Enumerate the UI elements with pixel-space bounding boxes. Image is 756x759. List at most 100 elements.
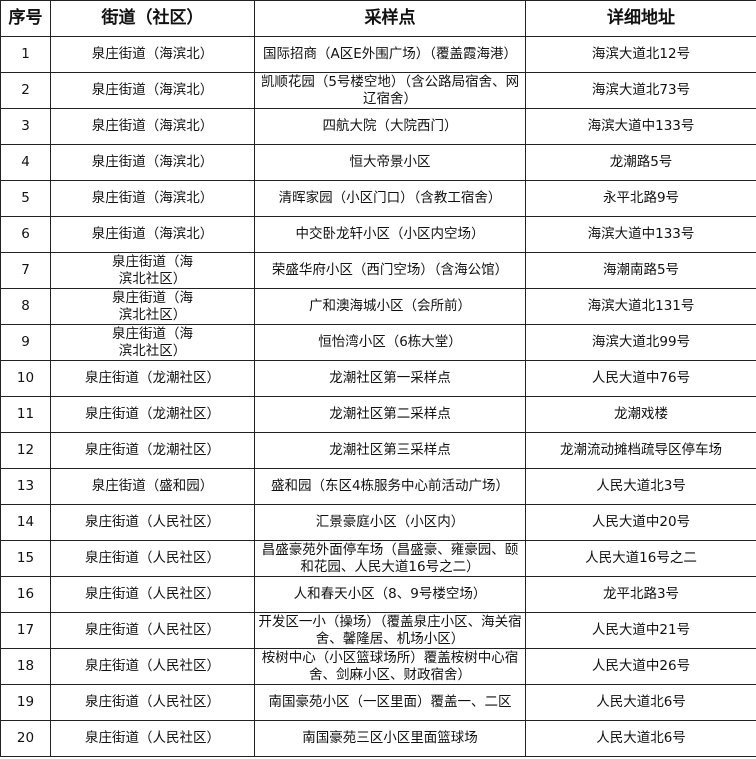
table-row: 9 泉庄街道（海滨北社区） 恒怡湾小区（6栋大堂） 海滨大道北99号 — [0, 324, 756, 361]
cell-index: 2 — [0, 72, 51, 109]
table-row: 3 泉庄街道（海滨北） 四航大院（大院西门） 海滨大道中133号 — [0, 108, 756, 145]
cell-address: 人民大道中76号 — [525, 360, 756, 397]
cell-street: 泉庄街道（海滨北） — [50, 216, 255, 253]
table-row: 17 泉庄街道（人民社区） 开发区一小（操场）（覆盖泉庄小区、海关宿舍、馨隆居、机场… — [0, 612, 756, 649]
cell-index: 6 — [0, 216, 51, 253]
header-sampling-point: 采样点 — [254, 0, 526, 37]
cell-index: 8 — [0, 288, 51, 325]
header-address: 详细地址 — [525, 0, 756, 37]
cell-street: 泉庄街道（龙潮社区） — [50, 396, 255, 433]
cell-index: 11 — [0, 396, 51, 433]
table-row: 7 泉庄街道（海滨北社区） 荣盛华府小区（西门空场）（含海公馆） 海潮南路5号 — [0, 252, 756, 289]
table-row: 2 泉庄街道（海滨北） 凯顺花园（5号楼空地）（含公路局宿舍、网辽宿舍） 海滨大道北7… — [0, 72, 756, 109]
table-row: 19 泉庄街道（人民社区） 南国豪苑小区（一区里面）覆盖一、二区 人民大道北6号 — [0, 684, 756, 721]
cell-address: 海滨大道北12号 — [525, 36, 756, 73]
cell-address: 海滨大道中133号 — [525, 108, 756, 145]
cell-index: 3 — [0, 108, 51, 145]
cell-street: 泉庄街道（人民社区） — [50, 648, 255, 685]
cell-index: 9 — [0, 324, 51, 361]
cell-street: 泉庄街道（人民社区） — [50, 540, 255, 577]
table-row: 4 泉庄街道（海滨北） 恒大帝景小区 龙潮路5号 — [0, 144, 756, 181]
cell-sampling-point: 人和春天小区（8、9号楼空场） — [254, 576, 526, 613]
cell-sampling-point: 清晖家园（小区门口）（含教工宿舍） — [254, 180, 526, 217]
table-row: 10 泉庄街道（龙潮社区） 龙潮社区第一采样点 人民大道中76号 — [0, 360, 756, 397]
table-row: 16 泉庄街道（人民社区） 人和春天小区（8、9号楼空场） 龙平北路3号 — [0, 576, 756, 613]
cell-index: 16 — [0, 576, 51, 613]
cell-index: 5 — [0, 180, 51, 217]
cell-index: 14 — [0, 504, 51, 541]
cell-sampling-point: 龙潮社区第二采样点 — [254, 396, 526, 433]
cell-address: 人民大道中21号 — [525, 612, 756, 649]
cell-sampling-point: 国际招商（A区E外围广场）（覆盖霞海港） — [254, 36, 526, 73]
table-row: 20 泉庄街道（人民社区） 南国豪苑三区小区里面篮球场 人民大道北6号 — [0, 720, 756, 757]
cell-address: 龙潮路5号 — [525, 144, 756, 181]
cell-street: 泉庄街道（海滨北） — [50, 108, 255, 145]
cell-street: 泉庄街道（龙潮社区） — [50, 360, 255, 397]
cell-index: 18 — [0, 648, 51, 685]
cell-sampling-point: 恒怡湾小区（6栋大堂） — [254, 324, 526, 361]
cell-address: 龙潮戏楼 — [525, 396, 756, 433]
cell-index: 15 — [0, 540, 51, 577]
cell-sampling-point: 桉树中心（小区篮球场所）覆盖桉树中心宿舍、剑麻小区、财政宿舍） — [254, 648, 526, 685]
cell-address: 人民大道中26号 — [525, 648, 756, 685]
cell-index: 17 — [0, 612, 51, 649]
header-row: 序号 街道（社区） 采样点 详细地址 — [0, 0, 756, 37]
cell-sampling-point: 中交卧龙轩小区（小区内空场） — [254, 216, 526, 253]
cell-index: 1 — [0, 36, 51, 73]
cell-sampling-point: 四航大院（大院西门） — [254, 108, 526, 145]
table-row: 15 泉庄街道（人民社区） 昌盛豪苑外面停车场（昌盛豪、雍豪园、颐和花园、人民大道1… — [0, 540, 756, 577]
cell-sampling-point: 汇景豪庭小区（小区内） — [254, 504, 526, 541]
header-street: 街道（社区） — [50, 0, 255, 37]
cell-street: 泉庄街道（人民社区） — [50, 684, 255, 721]
cell-sampling-point: 昌盛豪苑外面停车场（昌盛豪、雍豪园、颐和花园、人民大道16号之二） — [254, 540, 526, 577]
header-index: 序号 — [0, 0, 51, 37]
cell-sampling-point: 荣盛华府小区（西门空场）（含海公馆） — [254, 252, 526, 289]
cell-address: 龙潮流动摊档疏导区停车场 — [525, 432, 756, 469]
cell-street: 泉庄街道（人民社区） — [50, 720, 255, 757]
cell-address: 海滨大道北73号 — [525, 72, 756, 109]
cell-address: 人民大道北6号 — [525, 720, 756, 757]
cell-address: 人民大道16号之二 — [525, 540, 756, 577]
cell-sampling-point: 开发区一小（操场）（覆盖泉庄小区、海关宿舍、馨隆居、机场小区） — [254, 612, 526, 649]
cell-street: 泉庄街道（海滨北） — [50, 144, 255, 181]
table-row: 5 泉庄街道（海滨北） 清晖家园（小区门口）（含教工宿舍） 永平北路9号 — [0, 180, 756, 217]
cell-index: 20 — [0, 720, 51, 757]
cell-sampling-point: 盛和园（东区4栋服务中心前活动广场） — [254, 468, 526, 505]
cell-street: 泉庄街道（海滨北社区） — [50, 324, 255, 361]
cell-sampling-point: 广和澳海城小区（会所前） — [254, 288, 526, 325]
cell-street: 泉庄街道（人民社区） — [50, 612, 255, 649]
cell-sampling-point: 南国豪苑小区（一区里面）覆盖一、二区 — [254, 684, 526, 721]
cell-address: 海滨大道北131号 — [525, 288, 756, 325]
cell-sampling-point: 恒大帝景小区 — [254, 144, 526, 181]
table-row: 13 泉庄街道（盛和园） 盛和园（东区4栋服务中心前活动广场） 人民大道北3号 — [0, 468, 756, 505]
cell-street: 泉庄街道（海滨北） — [50, 72, 255, 109]
table-row: 14 泉庄街道（人民社区） 汇景豪庭小区（小区内） 人民大道中20号 — [0, 504, 756, 541]
cell-address: 龙平北路3号 — [525, 576, 756, 613]
cell-address: 人民大道北3号 — [525, 468, 756, 505]
cell-street: 泉庄街道（海滨北） — [50, 36, 255, 73]
cell-index: 10 — [0, 360, 51, 397]
cell-sampling-point: 凯顺花园（5号楼空地）（含公路局宿舍、网辽宿舍） — [254, 72, 526, 109]
cell-street: 泉庄街道（龙潮社区） — [50, 432, 255, 469]
table-row: 8 泉庄街道（海滨北社区） 广和澳海城小区（会所前） 海滨大道北131号 — [0, 288, 756, 325]
cell-address: 海滨大道中133号 — [525, 216, 756, 253]
cell-sampling-point: 龙潮社区第三采样点 — [254, 432, 526, 469]
cell-sampling-point: 南国豪苑三区小区里面篮球场 — [254, 720, 526, 757]
cell-street: 泉庄街道（人民社区） — [50, 504, 255, 541]
cell-street: 泉庄街道（人民社区） — [50, 576, 255, 613]
cell-address: 海潮南路5号 — [525, 252, 756, 289]
cell-address: 海滨大道北99号 — [525, 324, 756, 361]
table-row: 18 泉庄街道（人民社区） 桉树中心（小区篮球场所）覆盖桉树中心宿舍、剑麻小区、财政… — [0, 648, 756, 685]
cell-address: 永平北路9号 — [525, 180, 756, 217]
cell-index: 13 — [0, 468, 51, 505]
cell-street: 泉庄街道（海滨北社区） — [50, 288, 255, 325]
cell-address: 人民大道北6号 — [525, 684, 756, 721]
cell-index: 12 — [0, 432, 51, 469]
cell-index: 7 — [0, 252, 51, 289]
table-row: 12 泉庄街道（龙潮社区） 龙潮社区第三采样点 龙潮流动摊档疏导区停车场 — [0, 432, 756, 469]
cell-street: 泉庄街道（盛和园） — [50, 468, 255, 505]
cell-index: 19 — [0, 684, 51, 721]
cell-sampling-point: 龙潮社区第一采样点 — [254, 360, 526, 397]
table-row: 1 泉庄街道（海滨北） 国际招商（A区E外围广场）（覆盖霞海港） 海滨大道北12号 — [0, 36, 756, 73]
